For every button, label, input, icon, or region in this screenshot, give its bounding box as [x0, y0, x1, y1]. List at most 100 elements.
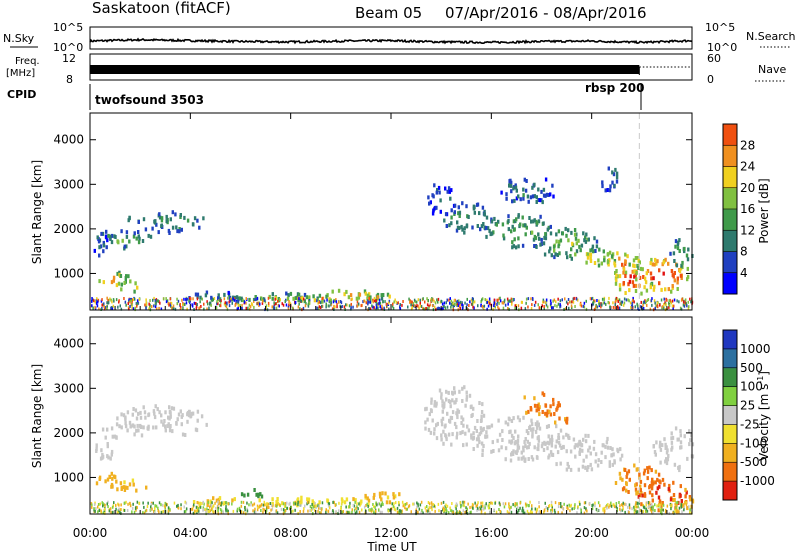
velocity-echo-region: [424, 385, 486, 448]
power-speckle: [409, 300, 411, 304]
power-cell: [119, 274, 123, 278]
power-cell: [507, 214, 510, 219]
velocity-speckle: [211, 501, 213, 505]
power-speckle: [514, 306, 516, 310]
power-cell: [533, 218, 536, 223]
power-speckle: [211, 298, 214, 302]
velocity-speckle: [265, 508, 268, 512]
velocity-speckle: [212, 510, 215, 514]
velocity-cell: [557, 401, 560, 406]
velocity-cell: [648, 465, 651, 470]
velocity-colorbar-swatch: [723, 424, 737, 444]
power-cell: [466, 214, 469, 219]
velocity-speckle: [622, 501, 624, 505]
velocity-cell: [558, 416, 561, 421]
velocity-speckle: [412, 502, 414, 506]
power-speckle: [372, 305, 374, 309]
velocity-cell: [547, 434, 550, 439]
velocity-speckle: [661, 504, 663, 508]
velocity-speckle: [207, 509, 210, 513]
velocity-cell: [523, 440, 526, 445]
nsky-label: N.Sky: [3, 32, 35, 45]
nave-label: Nave: [758, 63, 786, 76]
velocity-cell: [111, 434, 114, 439]
power-cell: [632, 263, 635, 268]
velocity-speckle: [428, 506, 430, 510]
velocity-cell: [137, 411, 140, 416]
velocity-cell: [453, 421, 457, 426]
velocity-speckle: [104, 503, 106, 507]
velocity-cell: [663, 482, 666, 487]
power-cell: [607, 262, 610, 267]
power-cell: [660, 287, 663, 292]
power-cell: [600, 261, 603, 266]
power-cell: [120, 229, 123, 234]
velocity-speckle: [406, 507, 408, 511]
power-cell: [369, 296, 372, 300]
power-cell: [514, 183, 517, 188]
power-colorbar-tick-label: 16: [740, 202, 755, 216]
velocity-speckle: [262, 507, 264, 511]
power-cell: [686, 257, 690, 262]
power-cell: [621, 262, 624, 267]
power-speckle: [254, 298, 256, 301]
power-speckle: [422, 306, 424, 310]
velocity-speckle: [595, 507, 598, 511]
velocity-cell: [634, 483, 637, 488]
power-speckle: [574, 305, 576, 308]
power-speckle: [156, 307, 158, 311]
power-speckle: [585, 307, 588, 311]
power-speckle: [325, 305, 327, 309]
power-cell: [525, 179, 528, 183]
velocity-speckle: [637, 505, 639, 509]
power-speckle: [131, 303, 133, 307]
power-cell: [121, 238, 124, 243]
velocity-cell: [674, 426, 678, 431]
power-cell: [613, 263, 617, 268]
power-speckle: [319, 301, 322, 305]
power-speckle: [234, 303, 236, 307]
power-cell: [571, 241, 574, 246]
power-speckle: [680, 298, 683, 302]
cpid-segment-1: twofsound 3503: [95, 93, 204, 107]
velocity-speckle: [309, 509, 311, 513]
velocity-cell: [168, 428, 172, 433]
power-speckle: [245, 301, 247, 305]
power-speckle: [498, 307, 500, 311]
velocity-speckle: [198, 503, 201, 507]
power-speckle: [215, 306, 218, 310]
power-speckle: [373, 299, 376, 303]
power-speckle: [430, 299, 433, 303]
velocity-speckle: [658, 503, 661, 507]
velocity-cell: [620, 453, 624, 458]
velocity-cell: [578, 447, 582, 452]
power-speckle: [450, 303, 453, 307]
velocity-cell: [481, 428, 484, 433]
power-speckle: [219, 304, 221, 307]
velocity-speckle: [592, 503, 594, 507]
power-speckle: [393, 300, 395, 304]
power-cell: [614, 271, 617, 275]
power-cell: [645, 271, 648, 276]
power-speckle: [659, 303, 661, 307]
power-cell: [481, 205, 485, 210]
power-cell: [672, 251, 676, 256]
velocity-speckle: [548, 504, 551, 507]
power-cell: [198, 225, 201, 230]
power-speckle: [101, 298, 103, 302]
power-cell: [142, 217, 146, 222]
power-speckle: [377, 306, 379, 310]
power-speckle: [625, 298, 628, 302]
power-cell: [107, 233, 110, 238]
power-speckle: [133, 297, 136, 301]
power-speckle: [512, 297, 514, 301]
power-cell: [432, 208, 435, 213]
power-speckle: [494, 305, 496, 309]
power-speckle: [303, 297, 305, 301]
power-cell: [618, 287, 622, 292]
velocity-speckle: [110, 510, 112, 514]
power-cell: [616, 251, 619, 256]
power-speckle: [640, 300, 642, 304]
velocity-speckle: [395, 501, 397, 505]
velocity-cell: [672, 493, 676, 497]
